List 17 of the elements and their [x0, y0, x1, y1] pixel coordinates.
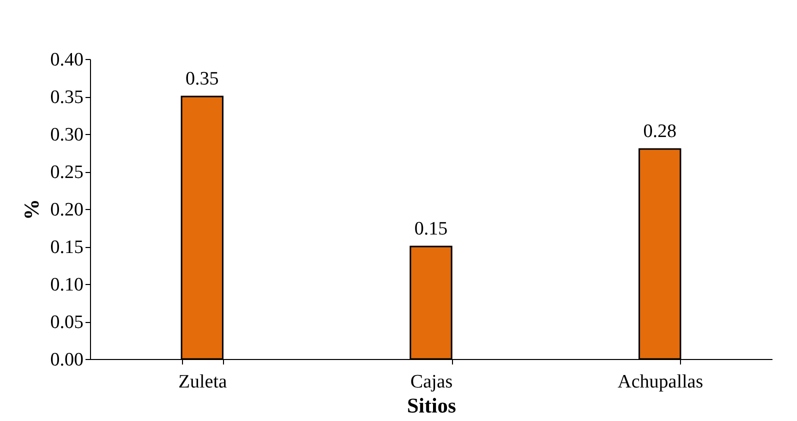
data-label: 0.15: [414, 218, 448, 240]
x-axis-title: Sitios: [406, 394, 456, 418]
y-tick-label: 0.20: [50, 200, 84, 220]
y-tick-label: 0.05: [50, 312, 84, 333]
y-tick-label: 0.25: [50, 162, 84, 183]
x-tick-label: Cajas: [410, 372, 453, 392]
y-axis-title: %: [19, 199, 44, 220]
y-tick-label: 0.30: [50, 124, 84, 146]
y-tick-label: 0.10: [50, 274, 84, 296]
y-tick-label: 0.40: [50, 50, 84, 70]
data-label: 0.35: [186, 68, 219, 90]
data-label: 0.28: [643, 121, 676, 142]
x-tick-label: Achupallas: [618, 372, 704, 392]
x-tick-label: Zuleta: [178, 372, 228, 392]
y-tick-label: 0.00: [50, 350, 84, 370]
y-tick-label: 0.15: [50, 237, 84, 258]
y-tick-label: 0.35: [50, 87, 84, 108]
